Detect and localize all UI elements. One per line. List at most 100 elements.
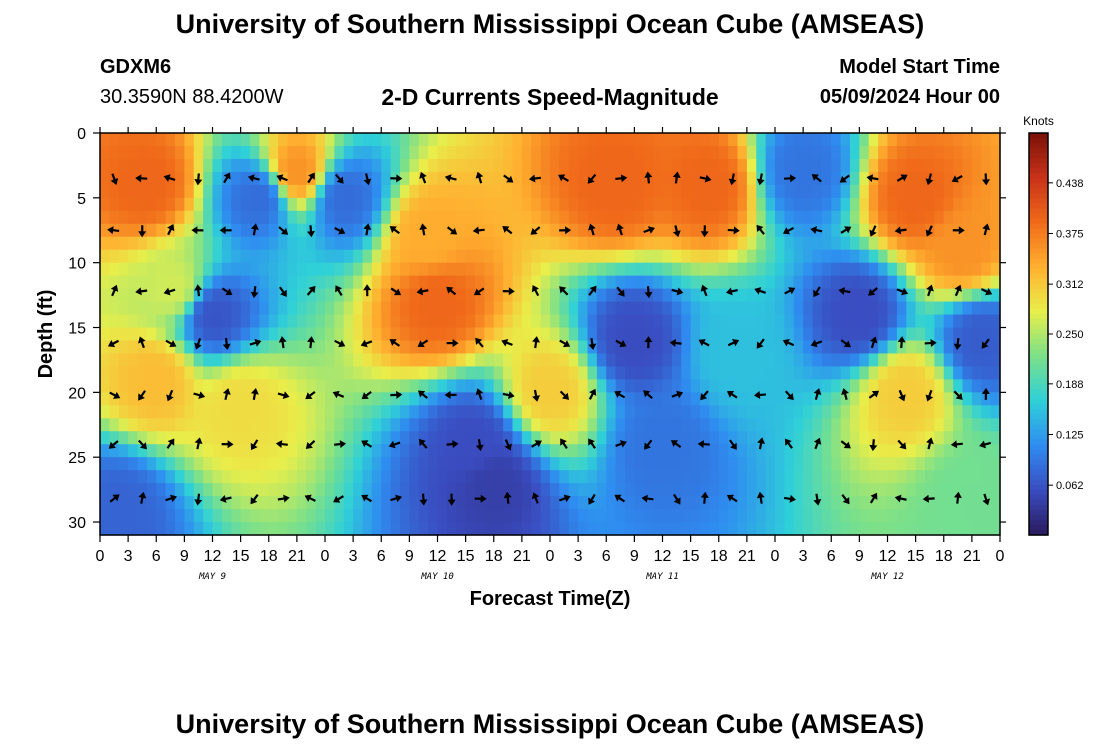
current-arrow xyxy=(669,339,682,347)
heatmap-cell xyxy=(184,392,195,406)
heatmap-cell xyxy=(128,314,139,329)
heatmap-cell xyxy=(859,418,870,432)
heatmap-cell xyxy=(409,262,420,277)
heatmap-cell xyxy=(193,314,204,329)
heatmap-cell xyxy=(512,236,523,251)
heatmap-cell xyxy=(756,249,767,264)
heatmap-cell xyxy=(803,483,814,497)
date-label: MAY 10 xyxy=(420,572,454,582)
heatmap-cell xyxy=(531,470,542,484)
heatmap-cell xyxy=(456,236,467,251)
heatmap-cell xyxy=(625,145,635,160)
heatmap-cell xyxy=(587,184,598,199)
heatmap-cell xyxy=(868,249,879,264)
heatmap-cell xyxy=(212,275,223,290)
heatmap-cell xyxy=(306,483,317,497)
current-arrow xyxy=(278,336,287,349)
heatmap-cell xyxy=(831,340,842,355)
heatmap-cell xyxy=(690,262,701,277)
heatmap-cell xyxy=(475,197,485,212)
heatmap-cell xyxy=(409,483,420,497)
heatmap-cell xyxy=(718,133,729,147)
heatmap-cell xyxy=(625,288,635,303)
x-tick-label: 0 xyxy=(321,548,330,565)
heatmap-cell xyxy=(146,262,157,277)
heatmap-cell xyxy=(793,327,804,342)
heatmap-cell xyxy=(100,379,110,393)
heatmap-cell xyxy=(259,496,270,510)
heatmap-cell xyxy=(296,457,307,471)
heatmap-cell xyxy=(671,509,682,523)
colorbar-swatch xyxy=(1029,163,1048,169)
current-arrow xyxy=(784,390,794,401)
heatmap-cell xyxy=(981,133,992,147)
heatmap-cell xyxy=(775,379,785,393)
heatmap-cell xyxy=(550,444,560,458)
heatmap-cell xyxy=(915,133,926,147)
heatmap-cell xyxy=(850,327,860,342)
heatmap-cell xyxy=(971,314,982,329)
heatmap-cell xyxy=(756,509,767,523)
heatmap-cell xyxy=(193,249,204,264)
heatmap-cell xyxy=(231,496,242,510)
heatmap-cell xyxy=(231,366,242,380)
heatmap-cell xyxy=(446,288,457,303)
heatmap-cell xyxy=(615,197,626,212)
heatmap-cell xyxy=(212,522,223,536)
heatmap-cell xyxy=(634,262,645,277)
heatmap-cell xyxy=(662,288,673,303)
heatmap-cell xyxy=(859,470,870,484)
heatmap-cell xyxy=(681,314,692,329)
heatmap-cell xyxy=(728,275,739,290)
heatmap-cell xyxy=(503,197,514,212)
heatmap-cell xyxy=(306,262,317,277)
heatmap-cell xyxy=(596,184,607,199)
heatmap-cell xyxy=(521,431,532,445)
heatmap-cell xyxy=(484,405,495,419)
heatmap-cell xyxy=(925,418,935,432)
heatmap-cell xyxy=(915,327,926,342)
heatmap-cell xyxy=(803,405,814,419)
heatmap-cell xyxy=(259,431,270,445)
heatmap-cell xyxy=(653,275,664,290)
heatmap-cell xyxy=(456,223,467,238)
heatmap-cell xyxy=(943,353,954,368)
heatmap-cell xyxy=(512,340,523,355)
heatmap-cell xyxy=(850,275,860,290)
heatmap-cell xyxy=(671,392,682,406)
heatmap-cell xyxy=(634,275,645,290)
heatmap-cell xyxy=(690,483,701,497)
heatmap-cell xyxy=(428,444,439,458)
heatmap-cell xyxy=(934,145,945,160)
current-arrow xyxy=(726,391,738,399)
current-arrow xyxy=(839,174,850,183)
heatmap-cell xyxy=(765,249,776,264)
heatmap-cell xyxy=(212,366,223,380)
heatmap-cell xyxy=(521,314,532,329)
heatmap-cell xyxy=(371,353,382,368)
heatmap-cell xyxy=(484,379,495,393)
heatmap-cell xyxy=(934,379,945,393)
heatmap-cell xyxy=(850,262,860,277)
heatmap-cell xyxy=(981,405,992,419)
heatmap-cell xyxy=(821,353,832,368)
heatmap-cell xyxy=(793,184,804,199)
heatmap-cell xyxy=(278,457,289,471)
heatmap-cell xyxy=(840,314,851,329)
heatmap-cell xyxy=(296,133,307,147)
heatmap-cell xyxy=(681,249,692,264)
heatmap-cell xyxy=(971,301,982,316)
heatmap-cell xyxy=(896,327,907,342)
heatmap-cell xyxy=(409,496,420,510)
heatmap-cell xyxy=(521,288,532,303)
heatmap-cell xyxy=(118,288,129,303)
heatmap-cell xyxy=(287,353,298,368)
heatmap-cell xyxy=(925,366,935,380)
heatmap-cell xyxy=(915,340,926,355)
heatmap-cell xyxy=(906,444,917,458)
heatmap-cell xyxy=(746,431,757,445)
heatmap-cell xyxy=(915,197,926,212)
heatmap-cell xyxy=(784,314,795,329)
heatmap-cell xyxy=(878,288,889,303)
heatmap-cell xyxy=(306,158,317,173)
